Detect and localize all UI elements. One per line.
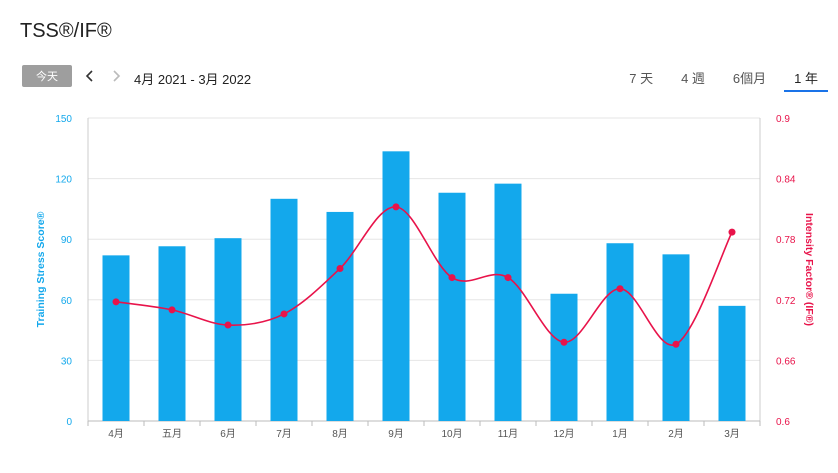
if-point [672, 340, 680, 348]
if-point [168, 306, 176, 314]
x-tick-label: 五月 [162, 428, 182, 440]
tss-bar [438, 192, 466, 421]
y-tick-label: 0 [66, 417, 72, 428]
if-point [392, 203, 400, 211]
tss-bar [270, 198, 298, 421]
tss-bar [550, 293, 578, 421]
tss-if-chart: 0 30 60 90 120 150 0.6 0.66 0.72 0.78 0.84 0.9 4月 五月 6… [35, 114, 815, 440]
today-button[interactable]: 今天 [22, 65, 72, 87]
tss-bar [494, 183, 522, 421]
tss-bar [718, 305, 746, 421]
if-point [336, 264, 344, 272]
y-tick-label: 60 [61, 296, 73, 307]
y-axis-title: Training Stress Score® [35, 211, 47, 327]
x-tick-label: 11月 [498, 428, 518, 440]
y-tick-label: 120 [55, 175, 72, 186]
y-tick-label: 90 [61, 235, 73, 246]
date-range-label: 4月 2021 - 3月 2022 [134, 72, 252, 87]
tss-bar [158, 246, 186, 421]
tss-bar [102, 255, 130, 421]
chevron-right-icon [113, 70, 121, 82]
tss-bar [214, 238, 242, 421]
if-point [224, 321, 232, 329]
x-tick-label: 7月 [276, 428, 292, 440]
tss-bar [606, 243, 634, 421]
tss-bar [326, 211, 354, 421]
tab-1-year[interactable]: 1 年 [784, 62, 828, 92]
y2-axis-title: Intensity Factor® (IF®) [803, 213, 815, 326]
x-tick-label: 12月 [553, 428, 574, 440]
tss-bar [662, 254, 690, 421]
y2-tick-label: 0.9 [776, 114, 790, 125]
tab-6-months[interactable]: 6個月 [732, 71, 767, 86]
tss-bar [382, 151, 410, 421]
x-tick-label: 8月 [332, 428, 348, 440]
x-tick-label: 2月 [668, 428, 684, 440]
page-title: TSS®/IF® [20, 20, 112, 42]
if-point [448, 274, 456, 282]
previous-period-button[interactable] [82, 66, 98, 86]
if-point [728, 228, 736, 236]
if-point [112, 298, 120, 306]
x-tick-label: 3月 [724, 428, 740, 440]
if-line [115, 206, 733, 346]
tab-7-days[interactable]: 7 天 [629, 71, 654, 86]
if-point [560, 338, 568, 346]
if-point [616, 285, 624, 293]
y2-tick-label: 0.72 [776, 296, 796, 307]
chart-area: 0 30 60 90 120 150 0.6 0.66 0.72 0.78 0.84 0.9 4月 五月 6… [0, 100, 838, 468]
tab-4-weeks[interactable]: 4 週 [681, 71, 705, 86]
x-tick-label: 1月 [612, 428, 628, 440]
y2-tick-label: 0.84 [776, 175, 796, 186]
y2-tick-label: 0.6 [776, 417, 790, 428]
x-tick-label: 9月 [388, 428, 404, 440]
next-period-button[interactable] [108, 66, 124, 86]
y2-tick-label: 0.66 [776, 356, 796, 367]
if-point [504, 274, 512, 282]
x-tick-label: 4月 [108, 428, 124, 440]
period-tabs: 7 天 4 週 6個月 1 年 [611, 62, 828, 92]
x-tick-label: 6月 [220, 428, 236, 440]
y2-tick-label: 0.78 [776, 235, 796, 246]
x-tick-label: 10月 [441, 428, 462, 440]
y-tick-label: 150 [55, 114, 72, 125]
toolbar: 今天 4月 2021 - 3月 2022 7 天 4 週 6個月 1 年 [0, 62, 838, 92]
chevron-left-icon [85, 70, 93, 82]
if-point [280, 310, 288, 318]
y-tick-label: 30 [61, 356, 73, 367]
